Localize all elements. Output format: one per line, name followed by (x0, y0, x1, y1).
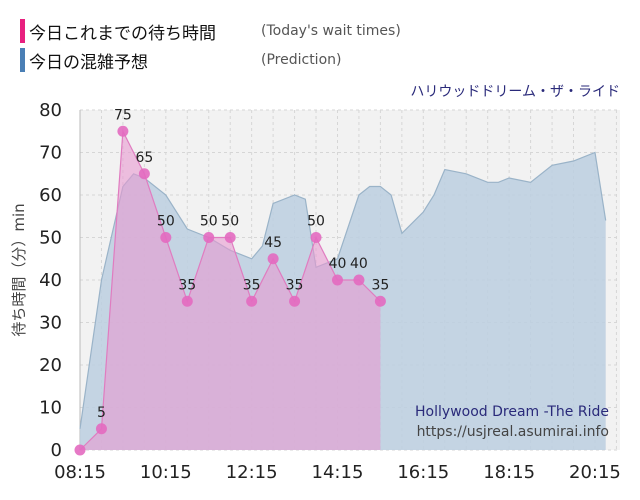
legend-prediction: 今日の混雑予想 (Prediction) (20, 47, 341, 73)
data-label: 35 (371, 277, 389, 293)
today-point (203, 232, 215, 243)
today-point (224, 232, 236, 243)
today-point (289, 295, 301, 307)
today-point (246, 295, 258, 307)
legend-today-sub: (Today's wait times) (261, 23, 401, 39)
today-point (310, 232, 322, 243)
x-tick-label: 12:15 (226, 462, 278, 483)
legend-today-label: 今日これまでの待ち時間 (29, 23, 216, 44)
chart-title: ハリウッドドリーム・ザ・ライド (410, 84, 620, 100)
x-tick-label: 14:15 (312, 462, 364, 483)
y-tick-label: 40 (39, 270, 62, 291)
today-point (267, 253, 279, 265)
x-tick-label: 18:15 (483, 462, 535, 483)
today-point (74, 444, 86, 456)
data-points (74, 125, 386, 456)
source-url: https://usjreal.asumirai.info (417, 424, 609, 440)
data-label: 50 (200, 214, 218, 230)
data-label: 45 (264, 235, 282, 251)
today-point (331, 274, 343, 286)
today-point (95, 423, 107, 435)
data-label: 35 (243, 277, 261, 293)
y-tick-label: 0 (51, 440, 62, 461)
x-tick-label: 10:15 (140, 462, 192, 483)
y-tick-label: 50 (39, 228, 62, 249)
data-label: 75 (114, 107, 132, 123)
prediction-line (79, 151, 607, 429)
today-point (138, 168, 150, 180)
data-label: 40 (329, 256, 347, 272)
x-tick-label: 16:15 (397, 462, 449, 483)
legend-today: 今日これまでの待ち時間 (Today's wait times) (20, 18, 401, 44)
x-tick-label: 08:15 (54, 462, 106, 483)
today-area (80, 131, 381, 451)
today-point (160, 232, 172, 243)
y-axis-label: 待ち時間（分）min (10, 203, 28, 336)
data-label: 35 (178, 277, 196, 293)
today-point (117, 125, 129, 137)
y-tick-label: 60 (39, 185, 62, 206)
legend-prediction-sub: (Prediction) (261, 52, 342, 68)
today-point (374, 295, 386, 307)
x-tick-labels: 08:15 10:15 12:15 14:15 16:15 18:15 20:15 (54, 462, 621, 483)
data-label: 50 (307, 214, 325, 230)
y-tick-labels: 0 10 20 30 40 50 60 70 80 (39, 100, 62, 461)
y-tick-label: 10 (39, 398, 62, 419)
legend-prediction-swatch (20, 48, 25, 72)
legend-prediction-label: 今日の混雑予想 (29, 52, 148, 73)
today-point (181, 295, 193, 307)
y-tick-label: 20 (39, 355, 62, 376)
data-label: 40 (350, 256, 368, 272)
data-label: 35 (286, 277, 304, 293)
data-label: 5 (97, 405, 106, 421)
data-label: 50 (221, 214, 239, 230)
legend-today-swatch (20, 19, 25, 43)
y-tick-label: 70 (39, 143, 62, 164)
data-label: 50 (157, 214, 175, 230)
attraction-name-en: Hollywood Dream -The Ride (415, 404, 609, 420)
x-tick-label: 20:15 (569, 462, 621, 483)
data-label: 65 (135, 150, 153, 166)
y-tick-label: 80 (39, 100, 62, 121)
today-point (353, 274, 365, 286)
y-tick-label: 30 (39, 313, 62, 334)
